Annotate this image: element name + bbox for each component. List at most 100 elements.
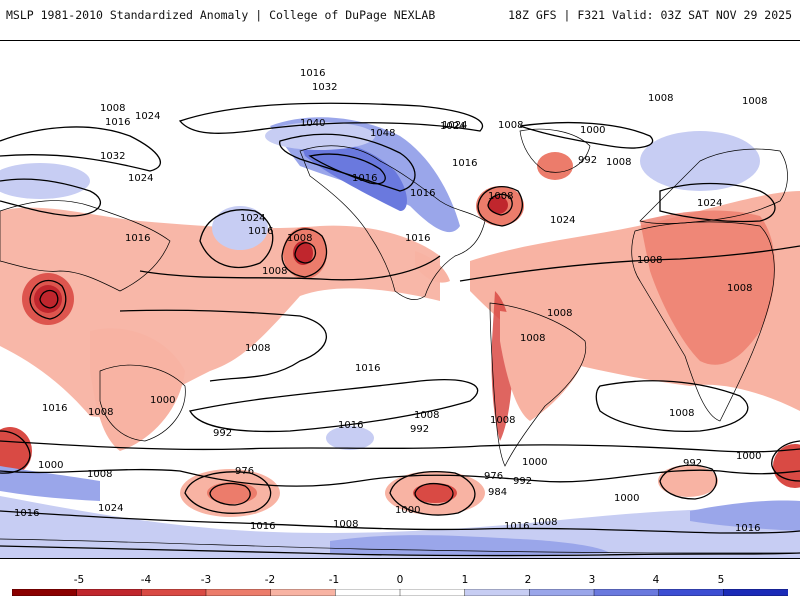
isobars	[0, 102, 800, 557]
isobar-label: 1008	[245, 343, 270, 354]
isobar-pacific-low-inner	[294, 242, 317, 264]
anomaly-blue-antarctic-core	[330, 535, 610, 556]
colorbar-segment	[205, 589, 272, 596]
isobar-southern-low-3	[659, 464, 718, 500]
isobar-label: 1024	[135, 111, 160, 122]
isobar-label: 1016	[250, 521, 275, 532]
isobar-label: 1000	[580, 125, 605, 136]
isobar-alaska-2	[308, 153, 386, 185]
isobar-label: 1000	[150, 395, 175, 406]
isobar-label: 1040	[300, 118, 325, 129]
isobar-label: 1000	[522, 457, 547, 468]
anomaly-red-africa	[640, 210, 775, 365]
isobar-label: 992	[578, 155, 597, 166]
anomaly-red-so-low-3	[658, 465, 718, 497]
isobar-west-edge-low	[0, 430, 31, 474]
isobar-label: 1024	[550, 215, 575, 226]
anomaly-red-so-low-4	[0, 427, 32, 475]
isobar-label: 1016	[410, 188, 435, 199]
isobar-label: 1016	[504, 521, 529, 532]
isobar-label: 1008	[262, 266, 287, 277]
isobar-label: 1008	[727, 283, 752, 294]
anomaly-red-atlantic-core	[488, 196, 508, 214]
isobar-north-2	[0, 126, 162, 172]
isobar-label: 1024	[442, 120, 467, 131]
isobar-label: 1008	[742, 96, 767, 107]
isobar-alaska-1	[279, 133, 416, 192]
anomaly-red-so-low-2-core	[413, 483, 457, 503]
coast-north-america	[299, 145, 486, 300]
coast-greenland	[519, 128, 591, 173]
coastlines	[0, 128, 800, 554]
anomaly-blue-bering	[265, 122, 375, 150]
isobar-label: 1008	[637, 255, 662, 266]
anomaly-red-gulf	[415, 251, 450, 283]
isobar-label: 1032	[100, 151, 125, 162]
isobar-label: 1032	[312, 82, 337, 93]
colorbar-tick-label: 1	[461, 574, 469, 586]
anomaly-red-so-low-5	[773, 444, 800, 488]
isobar-label: 1024	[440, 121, 465, 132]
isobar-label: 1016	[405, 233, 430, 244]
colorbar-segment	[399, 589, 466, 596]
isobar-label: 1008	[287, 233, 312, 244]
colorbar-tick-label: -1	[328, 574, 340, 586]
anomaly-blue-alaska-core	[300, 139, 407, 211]
isobar-west-pacific-low	[29, 279, 67, 320]
anomaly-red-australia	[90, 328, 185, 451]
isobar-asia	[0, 178, 102, 217]
coast-antarctica	[0, 538, 800, 554]
colorbar-segment	[593, 589, 660, 596]
isobar-label: 992	[513, 476, 532, 487]
isobar-label: 1008	[333, 519, 358, 530]
anomaly-blue-north-pacific-high	[212, 206, 268, 250]
isobar-label: 1008	[532, 517, 557, 528]
colorbar-tick-label: 0	[396, 574, 404, 586]
isobar-label: 1008	[490, 415, 515, 426]
isobar-north-3	[519, 121, 654, 149]
isobar-label: 1016	[452, 158, 477, 169]
isobar-tropics-2	[459, 245, 800, 282]
isobar-europe	[659, 182, 776, 223]
anomaly-red-so-low-1-core	[207, 482, 257, 504]
isobar-south-pacific-high	[189, 379, 479, 433]
isobar-label: 1008	[414, 410, 439, 421]
isobar-label: 976	[484, 471, 503, 482]
isobar-label: 1008	[100, 103, 125, 114]
isobar-label: 1016	[355, 363, 380, 374]
colorbar-tick-label: -3	[200, 574, 212, 586]
isobar-atlantic-low-inner	[487, 193, 513, 216]
map-frame[interactable]: 1016 1032 1040 1048 1024 1008 1016 1024 …	[0, 40, 800, 559]
isobar-label: 1008	[498, 120, 523, 131]
isobar-label: 1000	[614, 493, 639, 504]
isobar-label: 1008	[87, 469, 112, 480]
colorbar-tick-label: 5	[717, 574, 725, 586]
isobar-west-pacific-low-inner	[39, 289, 59, 309]
isobar-pacific-low	[281, 228, 328, 278]
isobar-label: 1016	[352, 173, 377, 184]
title-right: 18Z GFS | F321 Valid: 03Z SAT NOV 29 202…	[508, 8, 792, 22]
colorbar-tick-label: -5	[73, 574, 85, 586]
isobar-labels: 1016 1032 1040 1048 1024 1008 1016 1024 …	[14, 68, 767, 534]
isobar-label: 1008	[488, 191, 513, 202]
coast-europe	[639, 148, 788, 224]
isobar-southern-low-1	[184, 471, 272, 514]
header: MSLP 1981-2010 Standardized Anomaly | Co…	[0, 0, 800, 30]
colorbar-segment	[141, 589, 207, 596]
map-canvas[interactable]: 1016 1032 1040 1048 1024 1008 1016 1024 …	[0, 41, 800, 558]
isobar-label: 1008	[606, 157, 631, 168]
isobar-atlantic-low	[477, 186, 523, 227]
isobar-label: 1016	[300, 68, 325, 79]
isobar-label: 1016	[735, 523, 760, 534]
isobar-southern-low-2	[389, 471, 476, 516]
colorbar-segment	[12, 589, 78, 596]
anomaly-blue-antarctic-east	[690, 500, 800, 531]
colorbar-tick-label: -4	[140, 574, 152, 586]
isobar-pacific-high	[199, 209, 274, 268]
isobar-label: 1024	[697, 198, 722, 209]
isobar-label: 1000	[395, 505, 420, 516]
anomaly-blue-antarctic-west	[0, 466, 100, 501]
isobar-label: 1008	[648, 93, 673, 104]
isobar-mid-lat-1	[139, 255, 441, 281]
isobar-antarctic	[0, 545, 800, 557]
